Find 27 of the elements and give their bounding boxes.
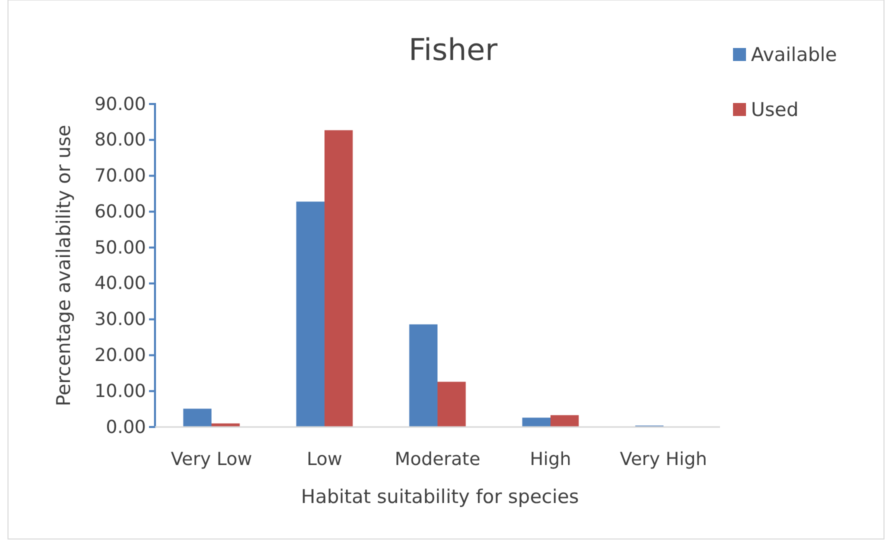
chart-title: Fisher xyxy=(408,33,498,68)
x-tick-label: Very Low xyxy=(170,449,252,470)
bar xyxy=(550,415,579,427)
legend-label: Available xyxy=(751,44,838,66)
y-axis-title: Percentage availability or use xyxy=(53,124,75,406)
y-tick-label: 90.00 xyxy=(94,94,146,115)
bar xyxy=(324,130,353,427)
bar xyxy=(183,408,212,427)
y-tick-label: 50.00 xyxy=(94,237,146,258)
y-tick-label: 60.00 xyxy=(94,201,146,222)
y-tick-label: 70.00 xyxy=(94,166,146,187)
x-tick-label: Low xyxy=(306,449,342,470)
y-tick-label: 20.00 xyxy=(94,344,146,366)
y-tick-label: 0.00 xyxy=(106,416,146,438)
y-tick-label: 80.00 xyxy=(94,130,146,151)
legend-label: Used xyxy=(751,99,799,121)
bar xyxy=(296,202,324,427)
bar xyxy=(409,324,438,427)
x-axis-title: Habitat suitability for species xyxy=(301,486,579,508)
bar xyxy=(438,382,466,427)
y-tick-label: 10.00 xyxy=(94,380,146,402)
y-tick-label: 40.00 xyxy=(94,273,146,294)
y-tick-label: 30.00 xyxy=(94,309,146,330)
x-tick-label: Very High xyxy=(620,449,708,470)
x-tick-label: Moderate xyxy=(394,449,480,470)
bar xyxy=(522,418,550,427)
x-tick-label: High xyxy=(530,449,572,470)
